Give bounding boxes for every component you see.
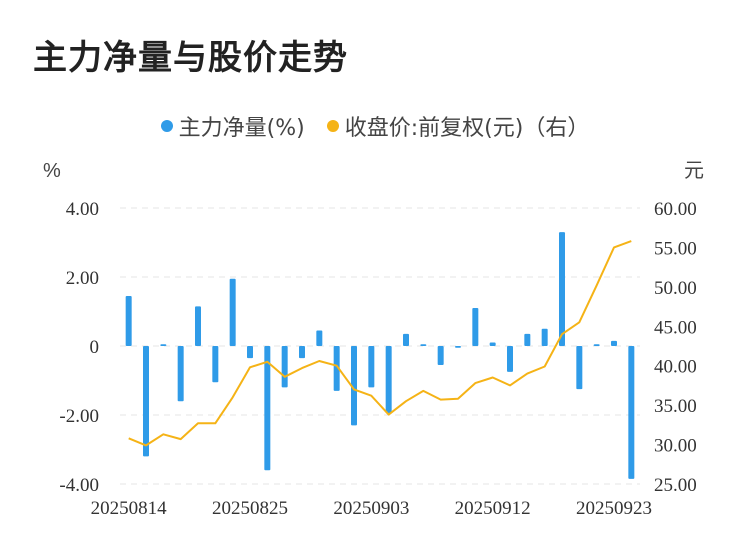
bar[interactable] [160,344,167,346]
bar[interactable] [524,333,531,346]
bar[interactable] [437,346,444,365]
right-tick-label: 25.00 [654,475,697,496]
bar[interactable] [299,346,305,359]
bar[interactable] [559,232,565,346]
bar[interactable] [368,346,375,388]
left-tick-label: 4.00 [66,199,99,220]
bar[interactable] [143,346,149,457]
legend-item-net-volume[interactable]: 主力净量(%) [160,110,305,142]
bar[interactable] [125,295,132,346]
x-tick-label: 20250814 [91,498,168,519]
bar[interactable] [247,346,253,359]
bar[interactable] [281,346,288,388]
legend: 主力净量(%) 收盘价:前复权(元)（右） [0,110,750,142]
left-tick-label: 0 [90,337,100,358]
x-tick-label: 20250923 [576,498,652,519]
bar[interactable] [385,346,392,414]
bar[interactable] [264,346,271,471]
bar[interactable] [593,344,600,346]
bar[interactable] [472,308,479,346]
bar[interactable] [628,346,635,479]
bar[interactable] [455,346,461,348]
bar[interactable] [229,278,236,346]
left-tick-label: -2.00 [59,406,99,427]
legend-marker-net-volume [160,120,173,132]
right-tick-label: 55.00 [654,238,697,259]
right-tick-label: 30.00 [654,436,697,457]
bar[interactable] [576,346,583,390]
left-tick-label: -4.00 [59,475,99,496]
bar[interactable] [316,330,323,346]
bar-series [125,232,635,479]
bar[interactable] [507,346,513,372]
right-tick-label: 60.00 [654,199,697,220]
bar[interactable] [489,342,496,346]
right-tick-label: 50.00 [654,278,697,299]
bar[interactable] [212,346,219,383]
axis-ticks: 4.00 2.00 0 -2.00 -4.00 60.00 55.00 50.00 45.00 4… [59,199,696,519]
bar[interactable] [541,328,548,346]
grid-lines [120,207,640,485]
x-tick-label: 20250825 [212,498,288,519]
right-tick-label: 40.00 [654,357,697,378]
right-tick-label: 45.00 [654,317,697,338]
bar[interactable] [333,346,340,391]
legend-item-close-price[interactable]: 收盘价:前复权(元)（右） [326,110,590,142]
bar[interactable] [403,333,409,346]
bar[interactable] [351,346,357,426]
line-series [128,240,632,447]
x-tick-label: 20250912 [455,498,531,519]
bar[interactable] [177,346,184,402]
left-axis-unit: % [43,160,61,182]
right-tick-label: 35.00 [654,396,697,417]
price-line[interactable] [128,240,632,447]
legend-label-net-volume: 主力净量(%) [178,116,305,141]
x-tick-label: 20250903 [333,498,409,519]
legend-label-close-price: 收盘价:前复权(元)（右） [344,116,590,141]
legend-marker-close-price [326,120,339,132]
bar[interactable] [611,340,617,346]
right-axis-unit: 元 [684,160,704,182]
bar[interactable] [420,344,427,346]
bar[interactable] [195,306,201,346]
left-tick-label: 2.00 [66,268,99,289]
chart-title: 主力净量与股价走势 [33,38,348,78]
